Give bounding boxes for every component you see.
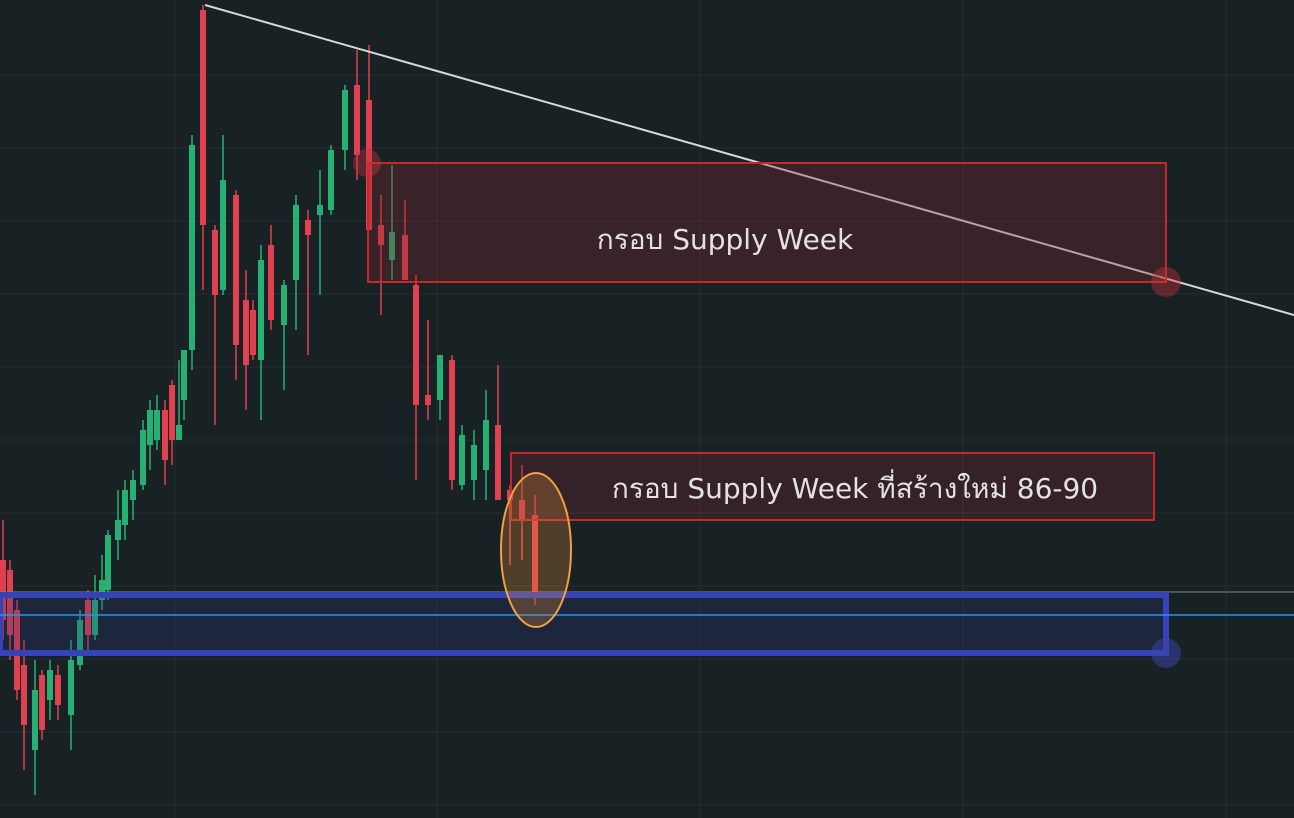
candle-body bbox=[21, 665, 27, 725]
candle-body bbox=[342, 90, 348, 150]
candle-body bbox=[471, 445, 477, 480]
candle-body bbox=[162, 410, 168, 460]
candle-body bbox=[258, 260, 264, 360]
candle-body bbox=[115, 520, 121, 540]
candle-body bbox=[122, 490, 128, 525]
candle-body bbox=[243, 300, 249, 365]
candle-body bbox=[459, 435, 465, 485]
candle-body bbox=[154, 410, 160, 440]
candle-body bbox=[449, 360, 455, 480]
candle-body bbox=[77, 620, 83, 665]
candle-body bbox=[92, 600, 98, 635]
candle-body bbox=[105, 535, 111, 590]
candle-body bbox=[495, 425, 501, 500]
candle-body bbox=[317, 205, 323, 215]
new-supply-box bbox=[510, 452, 1155, 521]
candle-body bbox=[55, 675, 61, 705]
candle-body bbox=[233, 195, 239, 345]
candle-body bbox=[305, 220, 311, 235]
candle-body bbox=[181, 350, 187, 400]
candle-body bbox=[328, 150, 334, 210]
supply-box bbox=[367, 162, 1167, 283]
candle-body bbox=[413, 285, 419, 405]
candle-body bbox=[189, 145, 195, 350]
candle-body bbox=[47, 670, 53, 700]
candle-body bbox=[147, 410, 153, 445]
candle-body bbox=[402, 235, 408, 280]
demand-box bbox=[0, 592, 1169, 656]
candle-body bbox=[425, 395, 431, 405]
candle-body bbox=[354, 85, 360, 155]
candle-body bbox=[378, 225, 384, 245]
candle-body bbox=[39, 675, 45, 730]
candle-body bbox=[176, 425, 182, 440]
anchor-point bbox=[1151, 267, 1181, 297]
candle-body bbox=[212, 230, 218, 295]
candle-body bbox=[250, 310, 256, 355]
candle-body bbox=[68, 660, 74, 715]
highlight-ellipse bbox=[500, 472, 572, 628]
candle-body bbox=[437, 355, 443, 400]
candle-body bbox=[220, 180, 226, 290]
candle-body bbox=[140, 430, 146, 485]
trend-line bbox=[204, 4, 1294, 316]
candle-body bbox=[99, 580, 105, 600]
candle-body bbox=[483, 420, 489, 470]
candle-body bbox=[85, 600, 91, 635]
candle-body bbox=[130, 480, 136, 500]
candle-body bbox=[532, 515, 538, 595]
candle-body bbox=[200, 10, 206, 225]
candle-body bbox=[268, 245, 274, 320]
candle-body bbox=[281, 285, 287, 325]
candle-body bbox=[32, 690, 38, 750]
new-supply-label: กรอบ Supply Week ที่สร้างใหม่ 86-90 bbox=[612, 469, 1098, 505]
candle-body bbox=[169, 385, 175, 440]
anchor-point bbox=[353, 149, 381, 177]
candle-body bbox=[389, 232, 395, 260]
candles bbox=[0, 5, 538, 795]
candle-body bbox=[293, 205, 299, 280]
supply-label: กรอบ Supply Week bbox=[597, 223, 854, 256]
candle-body bbox=[519, 500, 525, 520]
candle-body bbox=[7, 570, 13, 635]
candle-body bbox=[0, 560, 6, 620]
anchor-point bbox=[1151, 638, 1181, 668]
